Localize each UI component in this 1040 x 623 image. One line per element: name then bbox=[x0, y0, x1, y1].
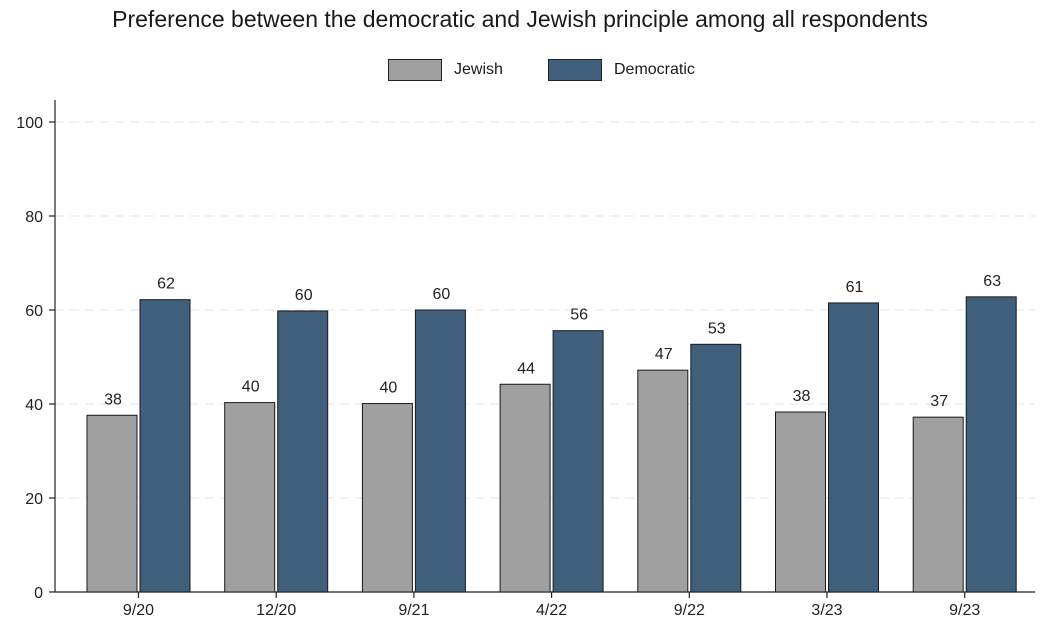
y-tick-label: 100 bbox=[16, 115, 43, 132]
bar-democratic bbox=[690, 343, 742, 593]
bar-jewish bbox=[775, 411, 826, 593]
data-label: 53 bbox=[708, 320, 726, 337]
x-tick-label: 4/22 bbox=[536, 602, 567, 619]
legend-label-democratic: Democratic bbox=[614, 61, 695, 78]
bar-jewish bbox=[361, 403, 413, 593]
bar-jewish bbox=[637, 369, 689, 593]
bar-jewish bbox=[86, 414, 138, 593]
data-label: 47 bbox=[655, 346, 673, 363]
data-label: 44 bbox=[517, 360, 535, 377]
bar-jewish bbox=[224, 402, 276, 593]
y-tick-label: 40 bbox=[25, 397, 43, 414]
data-label: 38 bbox=[104, 391, 122, 408]
bar-jewish bbox=[499, 383, 551, 593]
data-label: 60 bbox=[433, 286, 451, 303]
x-tick-label: 9/23 bbox=[949, 602, 980, 619]
y-tick-label: 0 bbox=[34, 585, 43, 602]
y-tick-label: 80 bbox=[25, 209, 43, 226]
legend-label-jewish: Jewish bbox=[454, 61, 503, 78]
chart-title: Preference between the democratic and Je… bbox=[112, 6, 928, 32]
bar-democratic bbox=[414, 309, 466, 593]
data-label: 56 bbox=[570, 307, 588, 324]
data-label: 38 bbox=[793, 388, 811, 405]
bar-democratic bbox=[139, 299, 191, 593]
bar-jewish bbox=[912, 416, 964, 593]
y-tick-label: 60 bbox=[25, 303, 43, 320]
legend-item-jewish: Jewish bbox=[388, 58, 503, 82]
x-tick-label: 9/22 bbox=[674, 602, 705, 619]
x-tick-label: 9/21 bbox=[398, 602, 429, 619]
data-label: 63 bbox=[983, 273, 1001, 290]
legend-item-democratic: Democratic bbox=[548, 58, 695, 82]
legend-swatch-jewish bbox=[388, 59, 442, 81]
data-label: 40 bbox=[242, 379, 260, 396]
data-label: 62 bbox=[157, 276, 175, 293]
x-tick-label: 9/20 bbox=[123, 602, 154, 619]
data-label: 60 bbox=[295, 287, 313, 304]
x-tick-label: 12/20 bbox=[256, 602, 296, 619]
legend-swatch-democratic bbox=[548, 59, 602, 81]
bar-democratic bbox=[277, 310, 329, 593]
bar-democratic bbox=[552, 330, 604, 593]
data-label: 37 bbox=[930, 393, 948, 410]
data-label: 61 bbox=[846, 279, 864, 296]
bar-democratic bbox=[828, 302, 879, 593]
data-label: 40 bbox=[380, 380, 398, 397]
bar-democratic bbox=[965, 296, 1017, 593]
x-tick-label: 3/23 bbox=[811, 602, 842, 619]
y-tick-label: 20 bbox=[25, 491, 43, 508]
